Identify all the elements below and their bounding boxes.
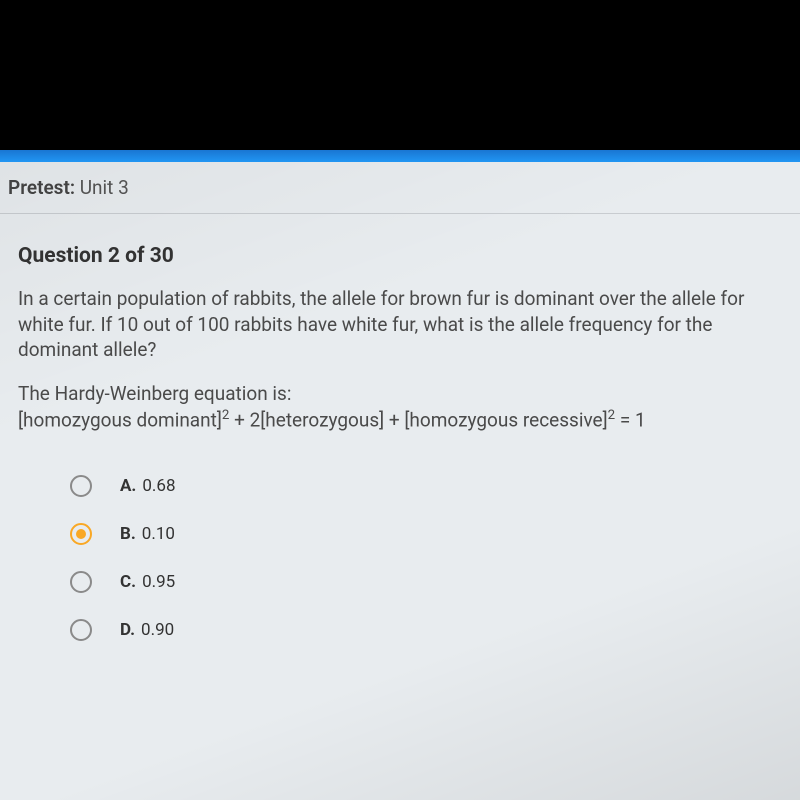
question-content: Question 2 of 30 In a certain population… [0, 214, 800, 641]
app-accent-bar [0, 150, 800, 162]
header-label-rest: Unit 3 [75, 176, 129, 199]
hw-eq-end: = 1 [615, 408, 646, 431]
option-a[interactable]: A. 0.68 [70, 475, 782, 497]
option-letter: A. [120, 476, 136, 496]
option-letter: D. [120, 620, 135, 640]
radio-icon [70, 619, 92, 641]
option-text: 0.10 [142, 524, 175, 544]
option-label: C. 0.95 [120, 572, 175, 592]
radio-icon [70, 571, 92, 593]
option-text: 0.95 [142, 572, 175, 592]
radio-icon-selected [70, 523, 92, 545]
question-counter: Question 2 of 30 [18, 244, 782, 268]
option-text: 0.90 [141, 620, 174, 640]
answer-options: A. 0.68 B. 0.10 C. 0.95 D. 0.90 [18, 475, 782, 641]
hw-eq-mid: + 2[heterozygous] + [homozygous recessiv… [229, 408, 607, 431]
header-label-bold: Pretest: [8, 176, 75, 199]
quiz-screen: Pretest: Unit 3 Question 2 of 30 In a ce… [0, 162, 800, 800]
hw-intro: The Hardy-Weinberg equation is: [18, 382, 291, 405]
option-letter: B. [120, 524, 136, 544]
hw-eq-pre: [homozygous dominant] [18, 408, 222, 431]
radio-icon [70, 475, 92, 497]
option-c[interactable]: C. 0.95 [70, 571, 782, 593]
option-label: B. 0.10 [120, 524, 175, 544]
quiz-header: Pretest: Unit 3 [0, 162, 800, 214]
black-letterbox-top [0, 0, 800, 150]
option-label: D. 0.90 [120, 620, 174, 640]
option-d[interactable]: D. 0.90 [70, 619, 782, 641]
option-text: 0.68 [142, 476, 175, 496]
option-label: A. 0.68 [120, 476, 176, 496]
hardy-weinberg-block: The Hardy-Weinberg equation is: [homozyg… [18, 381, 782, 433]
question-text: In a certain population of rabbits, the … [18, 286, 782, 363]
option-letter: C. [120, 572, 136, 592]
option-b[interactable]: B. 0.10 [70, 523, 782, 545]
